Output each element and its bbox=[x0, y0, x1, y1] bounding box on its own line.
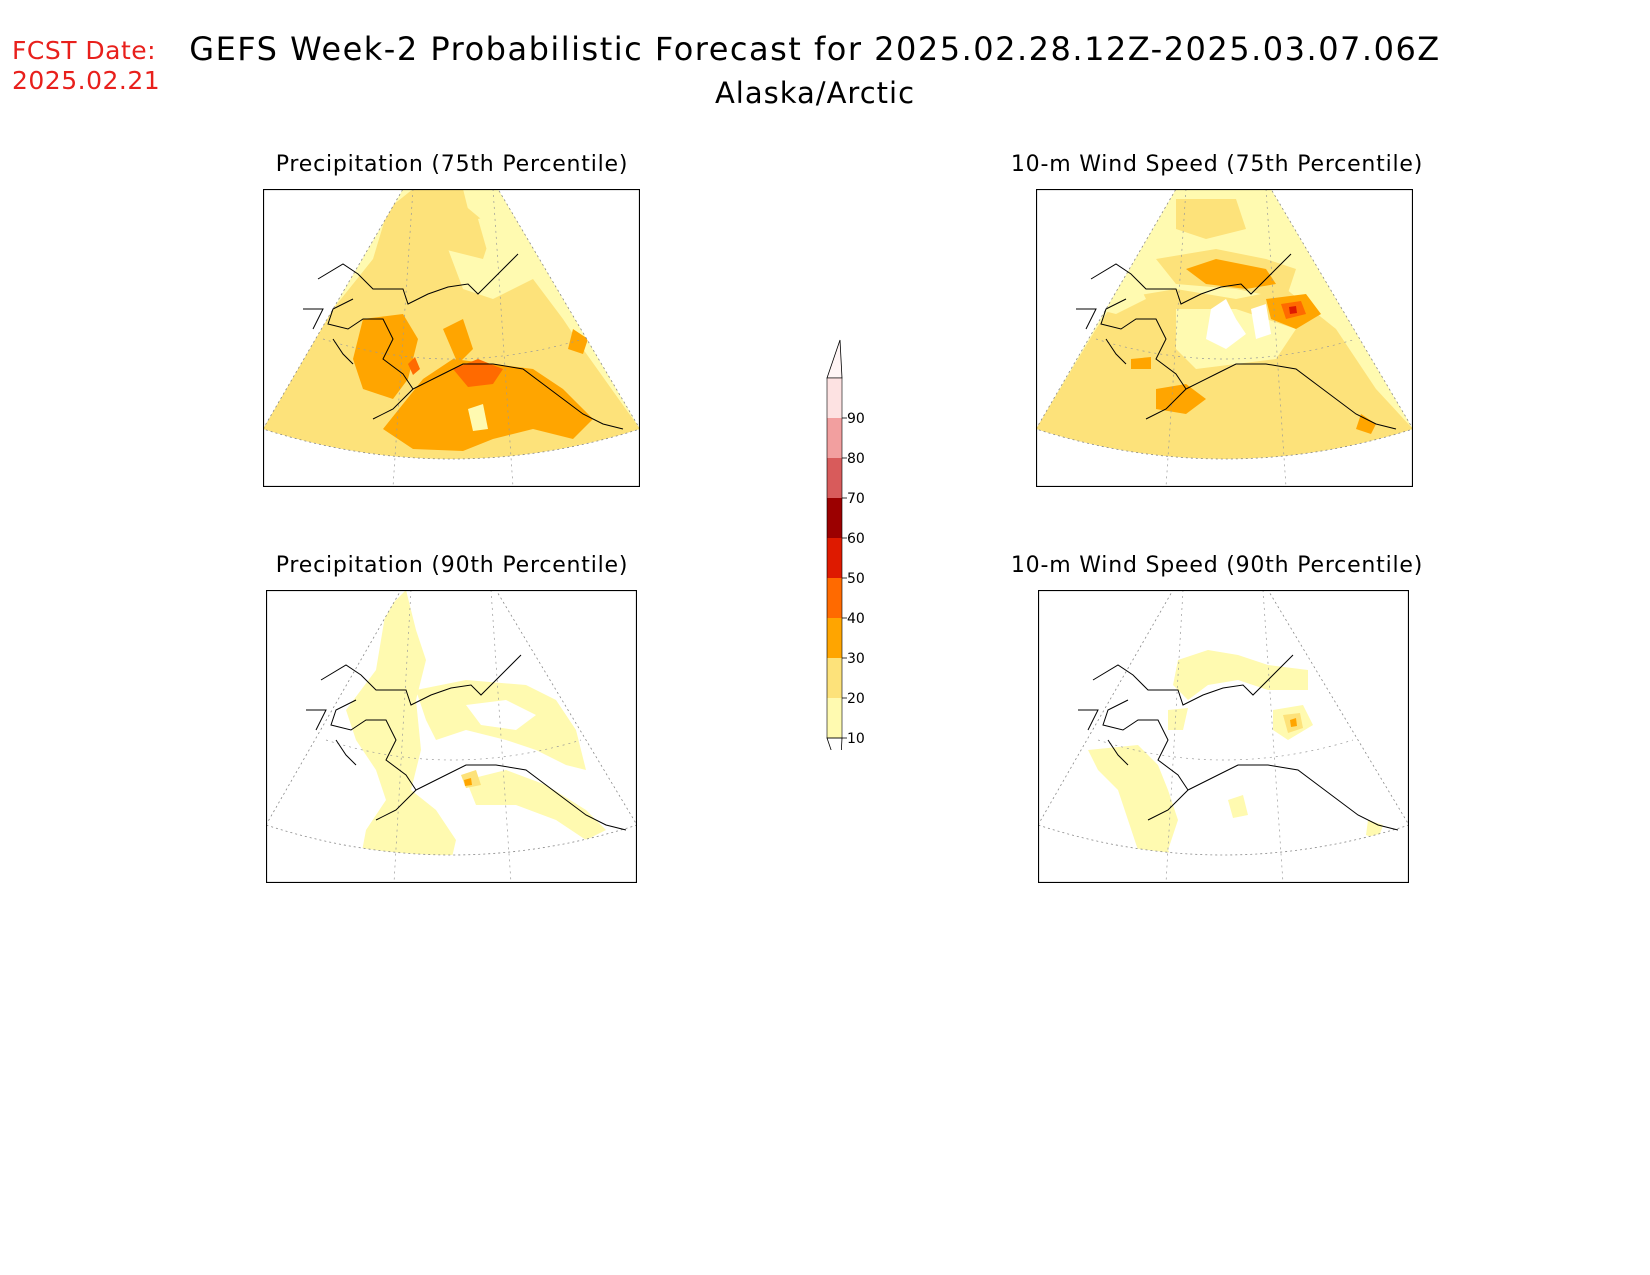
prob-fill-10 bbox=[1228, 795, 1248, 818]
prob-fill-30 bbox=[1131, 357, 1151, 369]
prob-fill-30 bbox=[443, 319, 473, 364]
no-signal bbox=[466, 700, 536, 730]
color-bar-swatch bbox=[827, 658, 842, 698]
color-bar-label: 50 bbox=[847, 571, 865, 587]
prob-fill-40 bbox=[453, 359, 503, 387]
coastline bbox=[1076, 253, 1397, 430]
map-precip-75 bbox=[263, 189, 640, 487]
prob-fill-40 bbox=[408, 357, 420, 375]
no-signal bbox=[1251, 304, 1271, 339]
prob-fill-30 bbox=[1290, 718, 1297, 727]
map-frame bbox=[266, 590, 637, 883]
color-bar-label: 90 bbox=[847, 411, 865, 427]
map-frame bbox=[263, 189, 640, 487]
panel-title-precip-90: Precipitation (90th Percentile) bbox=[275, 553, 629, 578]
map-wind-90 bbox=[1038, 590, 1409, 883]
color-bar-swatch bbox=[827, 538, 842, 578]
coastline bbox=[1078, 654, 1399, 831]
color-bar-swatch bbox=[827, 418, 842, 458]
prob-fill-20 bbox=[1176, 199, 1246, 239]
map-wind-75 bbox=[1036, 189, 1413, 487]
map-boundary bbox=[266, 590, 637, 856]
panel-title-wind-75: 10-m Wind Speed (75th Percentile) bbox=[1010, 152, 1424, 177]
no-signal bbox=[1206, 299, 1246, 349]
color-bar-swatch bbox=[827, 498, 842, 538]
map-boundary bbox=[263, 189, 640, 460]
color-bar-label: 40 bbox=[847, 611, 865, 627]
prob-fill-20 bbox=[423, 204, 493, 259]
color-bar-label: 70 bbox=[847, 491, 865, 507]
forecast-date-block: FCST Date: 2025.02.21 bbox=[12, 36, 160, 96]
color-bar-swatch bbox=[827, 378, 842, 418]
forecast-date-value: 2025.02.21 bbox=[12, 66, 161, 95]
color-bar-label: 30 bbox=[847, 651, 865, 667]
coastline bbox=[303, 253, 624, 430]
color-bar: 90 80 70 60 50 40 30 20 10 bbox=[826, 339, 865, 750]
prob-fill-30 bbox=[1356, 414, 1376, 434]
panel-title-precip-75: Precipitation (75th Percentile) bbox=[275, 152, 629, 177]
map-frame bbox=[1036, 189, 1413, 487]
prob-fill-30 bbox=[353, 314, 418, 399]
color-bar-swatch bbox=[827, 698, 842, 738]
prob-fill-20 bbox=[1036, 289, 1413, 459]
map-frame bbox=[1038, 590, 1409, 883]
coastline bbox=[306, 654, 627, 831]
color-bar-cap-bottom bbox=[826, 737, 843, 750]
prob-fill-30 bbox=[568, 329, 588, 354]
color-bar-frame bbox=[826, 377, 843, 739]
map-boundary bbox=[1038, 590, 1409, 856]
color-bar-label: 60 bbox=[847, 531, 865, 547]
prob-fill-10 bbox=[1173, 650, 1308, 700]
prob-fill-50 bbox=[1289, 306, 1297, 314]
panel-title-wind-90: 10-m Wind Speed (90th Percentile) bbox=[1010, 553, 1424, 578]
prob-fill-10 bbox=[466, 770, 606, 840]
prob-fill-10 bbox=[1168, 708, 1188, 730]
prob-fill-10 bbox=[468, 404, 488, 431]
color-bar-label: 20 bbox=[847, 691, 865, 707]
color-bar-swatch bbox=[827, 578, 842, 618]
prob-fill-10 bbox=[1088, 745, 1188, 855]
map-boundary bbox=[1036, 189, 1413, 460]
color-bar-label: 10 bbox=[847, 731, 865, 747]
prob-fill-30 bbox=[464, 778, 472, 786]
color-bar-swatch bbox=[827, 458, 842, 498]
region-title: Alaska/Arctic bbox=[714, 76, 916, 110]
prob-fill-30 bbox=[1186, 259, 1276, 289]
map-precip-90 bbox=[266, 590, 637, 883]
color-bar-cap-top bbox=[826, 339, 843, 379]
prob-fill-10 bbox=[346, 590, 456, 855]
color-bar-label: 80 bbox=[847, 451, 865, 467]
forecast-date-label: FCST Date: bbox=[12, 36, 157, 65]
main-title: GEFS Week-2 Probabilistic Forecast for 2… bbox=[189, 30, 1441, 68]
color-bar-swatch bbox=[827, 618, 842, 658]
